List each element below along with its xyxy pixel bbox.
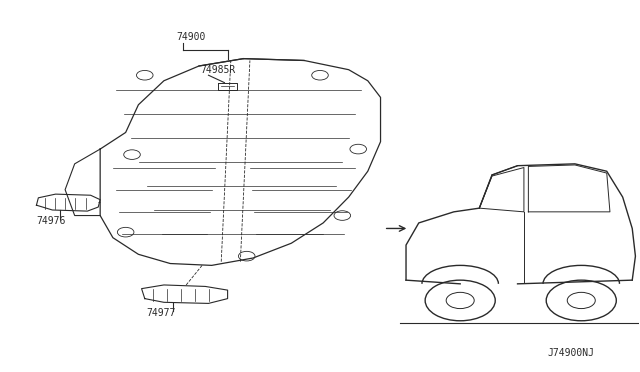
Text: 74900: 74900 [177,32,206,42]
Text: 74985R: 74985R [200,65,236,76]
Text: J74900NJ: J74900NJ [547,348,594,358]
Text: 74977: 74977 [147,308,176,318]
Text: 74976: 74976 [36,216,66,226]
